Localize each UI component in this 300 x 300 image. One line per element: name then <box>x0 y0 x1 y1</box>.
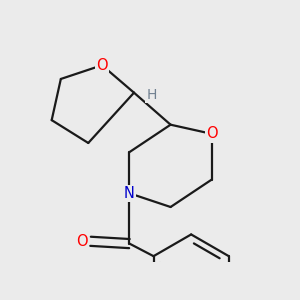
Text: N: N <box>124 186 135 201</box>
Text: H: H <box>146 88 157 102</box>
Text: O: O <box>96 58 108 73</box>
Text: O: O <box>206 126 218 141</box>
Text: O: O <box>76 234 88 249</box>
